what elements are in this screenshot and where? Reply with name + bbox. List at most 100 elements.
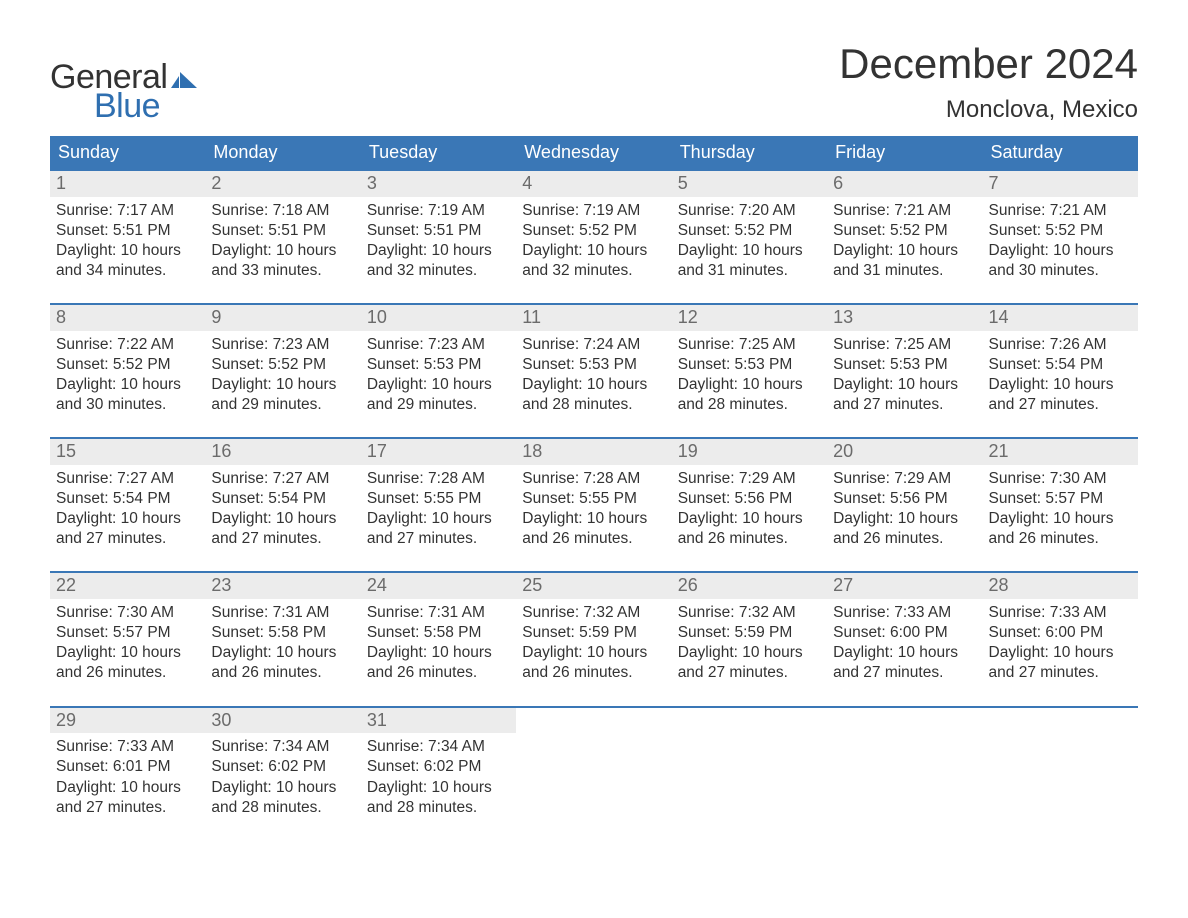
sunset-line: Sunset: 5:53 PM bbox=[522, 355, 665, 375]
day-cell: 5Sunrise: 7:20 AMSunset: 5:52 PMDaylight… bbox=[672, 171, 827, 281]
sunset-line: Sunset: 5:52 PM bbox=[678, 221, 821, 241]
daylight-line-1: Daylight: 10 hours bbox=[989, 509, 1132, 529]
day-number: 12 bbox=[672, 305, 827, 331]
calendar-week: 22Sunrise: 7:30 AMSunset: 5:57 PMDayligh… bbox=[50, 571, 1138, 683]
daylight-line-2: and 27 minutes. bbox=[989, 663, 1132, 683]
day-detail: Sunrise: 7:33 AMSunset: 6:00 PMDaylight:… bbox=[827, 599, 982, 684]
day-number: 23 bbox=[205, 573, 360, 599]
daylight-line-1: Daylight: 10 hours bbox=[678, 375, 821, 395]
sunrise-line: Sunrise: 7:34 AM bbox=[211, 737, 354, 757]
sunset-line: Sunset: 5:53 PM bbox=[833, 355, 976, 375]
daylight-line-1: Daylight: 10 hours bbox=[522, 509, 665, 529]
sunrise-line: Sunrise: 7:25 AM bbox=[833, 335, 976, 355]
day-cell bbox=[672, 708, 827, 818]
daylight-line-1: Daylight: 10 hours bbox=[367, 778, 510, 798]
sunset-line: Sunset: 5:57 PM bbox=[989, 489, 1132, 509]
sunrise-line: Sunrise: 7:34 AM bbox=[367, 737, 510, 757]
day-number: 11 bbox=[516, 305, 671, 331]
day-detail: Sunrise: 7:33 AMSunset: 6:01 PMDaylight:… bbox=[50, 733, 205, 818]
daylight-line-2: and 28 minutes. bbox=[367, 798, 510, 818]
sunset-line: Sunset: 5:54 PM bbox=[989, 355, 1132, 375]
daylight-line-1: Daylight: 10 hours bbox=[522, 643, 665, 663]
brand-logo: General Blue bbox=[50, 40, 197, 126]
day-cell: 18Sunrise: 7:28 AMSunset: 5:55 PMDayligh… bbox=[516, 439, 671, 549]
daylight-line-2: and 27 minutes. bbox=[367, 529, 510, 549]
day-cell: 27Sunrise: 7:33 AMSunset: 6:00 PMDayligh… bbox=[827, 573, 982, 683]
sunrise-line: Sunrise: 7:30 AM bbox=[56, 603, 199, 623]
sunrise-line: Sunrise: 7:20 AM bbox=[678, 201, 821, 221]
daylight-line-2: and 27 minutes. bbox=[833, 395, 976, 415]
calendar-week: 8Sunrise: 7:22 AMSunset: 5:52 PMDaylight… bbox=[50, 303, 1138, 415]
day-number: 27 bbox=[827, 573, 982, 599]
daylight-line-1: Daylight: 10 hours bbox=[833, 509, 976, 529]
sunrise-line: Sunrise: 7:24 AM bbox=[522, 335, 665, 355]
day-cell bbox=[827, 708, 982, 818]
day-number: 1 bbox=[50, 171, 205, 197]
weekday-header: Saturday bbox=[983, 136, 1138, 169]
sunrise-line: Sunrise: 7:32 AM bbox=[522, 603, 665, 623]
weekday-header-row: Sunday Monday Tuesday Wednesday Thursday… bbox=[50, 136, 1138, 169]
daylight-line-1: Daylight: 10 hours bbox=[211, 778, 354, 798]
sunset-line: Sunset: 5:56 PM bbox=[678, 489, 821, 509]
daylight-line-2: and 27 minutes. bbox=[989, 395, 1132, 415]
daylight-line-1: Daylight: 10 hours bbox=[211, 509, 354, 529]
sunrise-line: Sunrise: 7:27 AM bbox=[211, 469, 354, 489]
sunrise-line: Sunrise: 7:33 AM bbox=[989, 603, 1132, 623]
daylight-line-1: Daylight: 10 hours bbox=[367, 241, 510, 261]
daylight-line-2: and 26 minutes. bbox=[989, 529, 1132, 549]
daylight-line-2: and 29 minutes. bbox=[211, 395, 354, 415]
calendar-week: 29Sunrise: 7:33 AMSunset: 6:01 PMDayligh… bbox=[50, 706, 1138, 818]
sunset-line: Sunset: 6:00 PM bbox=[989, 623, 1132, 643]
day-number: 25 bbox=[516, 573, 671, 599]
day-number: 22 bbox=[50, 573, 205, 599]
sunrise-line: Sunrise: 7:30 AM bbox=[989, 469, 1132, 489]
daylight-line-1: Daylight: 10 hours bbox=[833, 375, 976, 395]
daylight-line-1: Daylight: 10 hours bbox=[678, 643, 821, 663]
sunset-line: Sunset: 5:52 PM bbox=[211, 355, 354, 375]
weekday-header: Tuesday bbox=[361, 136, 516, 169]
day-number: 24 bbox=[361, 573, 516, 599]
daylight-line-1: Daylight: 10 hours bbox=[56, 241, 199, 261]
daylight-line-2: and 26 minutes. bbox=[56, 663, 199, 683]
day-detail: Sunrise: 7:34 AMSunset: 6:02 PMDaylight:… bbox=[205, 733, 360, 818]
day-detail: Sunrise: 7:33 AMSunset: 6:00 PMDaylight:… bbox=[983, 599, 1138, 684]
daylight-line-1: Daylight: 10 hours bbox=[211, 375, 354, 395]
day-detail: Sunrise: 7:19 AMSunset: 5:52 PMDaylight:… bbox=[516, 197, 671, 282]
day-detail: Sunrise: 7:29 AMSunset: 5:56 PMDaylight:… bbox=[672, 465, 827, 550]
day-cell: 14Sunrise: 7:26 AMSunset: 5:54 PMDayligh… bbox=[983, 305, 1138, 415]
day-cell: 29Sunrise: 7:33 AMSunset: 6:01 PMDayligh… bbox=[50, 708, 205, 818]
day-detail: Sunrise: 7:25 AMSunset: 5:53 PMDaylight:… bbox=[672, 331, 827, 416]
sunset-line: Sunset: 6:02 PM bbox=[367, 757, 510, 777]
daylight-line-2: and 26 minutes. bbox=[367, 663, 510, 683]
sunrise-line: Sunrise: 7:28 AM bbox=[367, 469, 510, 489]
daylight-line-2: and 29 minutes. bbox=[367, 395, 510, 415]
daylight-line-2: and 34 minutes. bbox=[56, 261, 199, 281]
day-number: 6 bbox=[827, 171, 982, 197]
daylight-line-2: and 28 minutes. bbox=[678, 395, 821, 415]
sunrise-line: Sunrise: 7:29 AM bbox=[833, 469, 976, 489]
daylight-line-2: and 33 minutes. bbox=[211, 261, 354, 281]
day-number: 10 bbox=[361, 305, 516, 331]
calendar-week: 1Sunrise: 7:17 AMSunset: 5:51 PMDaylight… bbox=[50, 169, 1138, 281]
sunset-line: Sunset: 5:58 PM bbox=[367, 623, 510, 643]
daylight-line-1: Daylight: 10 hours bbox=[833, 643, 976, 663]
day-cell: 15Sunrise: 7:27 AMSunset: 5:54 PMDayligh… bbox=[50, 439, 205, 549]
day-detail: Sunrise: 7:32 AMSunset: 5:59 PMDaylight:… bbox=[516, 599, 671, 684]
day-number: 2 bbox=[205, 171, 360, 197]
daylight-line-1: Daylight: 10 hours bbox=[522, 241, 665, 261]
day-number: 9 bbox=[205, 305, 360, 331]
sunrise-line: Sunrise: 7:19 AM bbox=[367, 201, 510, 221]
day-cell: 13Sunrise: 7:25 AMSunset: 5:53 PMDayligh… bbox=[827, 305, 982, 415]
day-number: 7 bbox=[983, 171, 1138, 197]
day-number: 16 bbox=[205, 439, 360, 465]
location: Monclova, Mexico bbox=[839, 96, 1138, 124]
daylight-line-1: Daylight: 10 hours bbox=[211, 643, 354, 663]
sunrise-line: Sunrise: 7:21 AM bbox=[833, 201, 976, 221]
sunset-line: Sunset: 5:55 PM bbox=[522, 489, 665, 509]
sunset-line: Sunset: 5:52 PM bbox=[56, 355, 199, 375]
daylight-line-2: and 32 minutes. bbox=[367, 261, 510, 281]
daylight-line-1: Daylight: 10 hours bbox=[56, 778, 199, 798]
day-detail: Sunrise: 7:25 AMSunset: 5:53 PMDaylight:… bbox=[827, 331, 982, 416]
calendar-week: 15Sunrise: 7:27 AMSunset: 5:54 PMDayligh… bbox=[50, 437, 1138, 549]
day-cell: 2Sunrise: 7:18 AMSunset: 5:51 PMDaylight… bbox=[205, 171, 360, 281]
